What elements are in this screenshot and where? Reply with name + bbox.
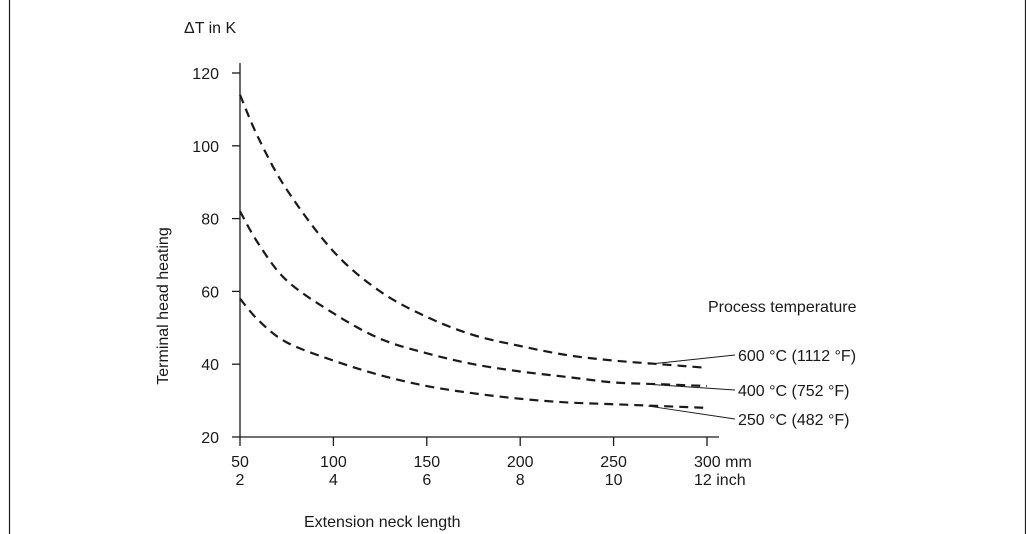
series-leader-line	[648, 354, 736, 365]
series-labels: 600 °C (1112 °F) 400 °C (752 °F) 250 °C (4…	[648, 348, 856, 429]
y-tick-label: 20	[201, 430, 219, 447]
x-tick-label-mm: 50	[231, 454, 249, 471]
x-tick-label-mm: 300 mm	[694, 454, 752, 471]
x-tick-label-inch: 4	[329, 472, 338, 489]
y-tick-label: 40	[201, 357, 219, 374]
y-tick-label: 120	[192, 66, 219, 83]
series-leader-line	[648, 383, 736, 391]
y-unit-label: ΔT in K	[184, 20, 237, 37]
series-label: 400 °C (752 °F)	[738, 383, 850, 400]
x-tick-label-inch: 6	[422, 472, 431, 489]
series-label: 250 °C (482 °F)	[738, 412, 850, 429]
x-axis-title: Extension neck length	[304, 514, 461, 531]
x-tick-label-mm: 250	[600, 454, 627, 471]
y-tick-label: 100	[192, 139, 219, 156]
x-tick-label-mm: 150	[413, 454, 440, 471]
x-tick-label-inch: 10	[605, 472, 623, 489]
x-tick-label-mm: 200	[507, 454, 534, 471]
x-tick-label-inch: 2	[236, 472, 245, 489]
axes	[239, 63, 719, 438]
series-line	[239, 210, 708, 388]
y-ticks: 20 40 60 80 100 120	[192, 66, 240, 447]
series-line	[238, 94, 708, 369]
series-label: 600 °C (1112 °F)	[738, 348, 856, 365]
y-tick-label: 60	[201, 284, 219, 301]
series-line	[239, 297, 708, 409]
series-leader-line	[648, 405, 736, 420]
x-tick-label-mm: 100	[320, 454, 347, 471]
y-tick-label: 80	[201, 212, 219, 229]
data-series	[238, 94, 708, 409]
legend-title: Process temperature	[708, 299, 857, 316]
x-tick-label-inch: 12 inch	[694, 472, 746, 489]
x-tick-label-inch: 8	[516, 472, 525, 489]
y-axis-title: Terminal head heating	[155, 227, 172, 384]
